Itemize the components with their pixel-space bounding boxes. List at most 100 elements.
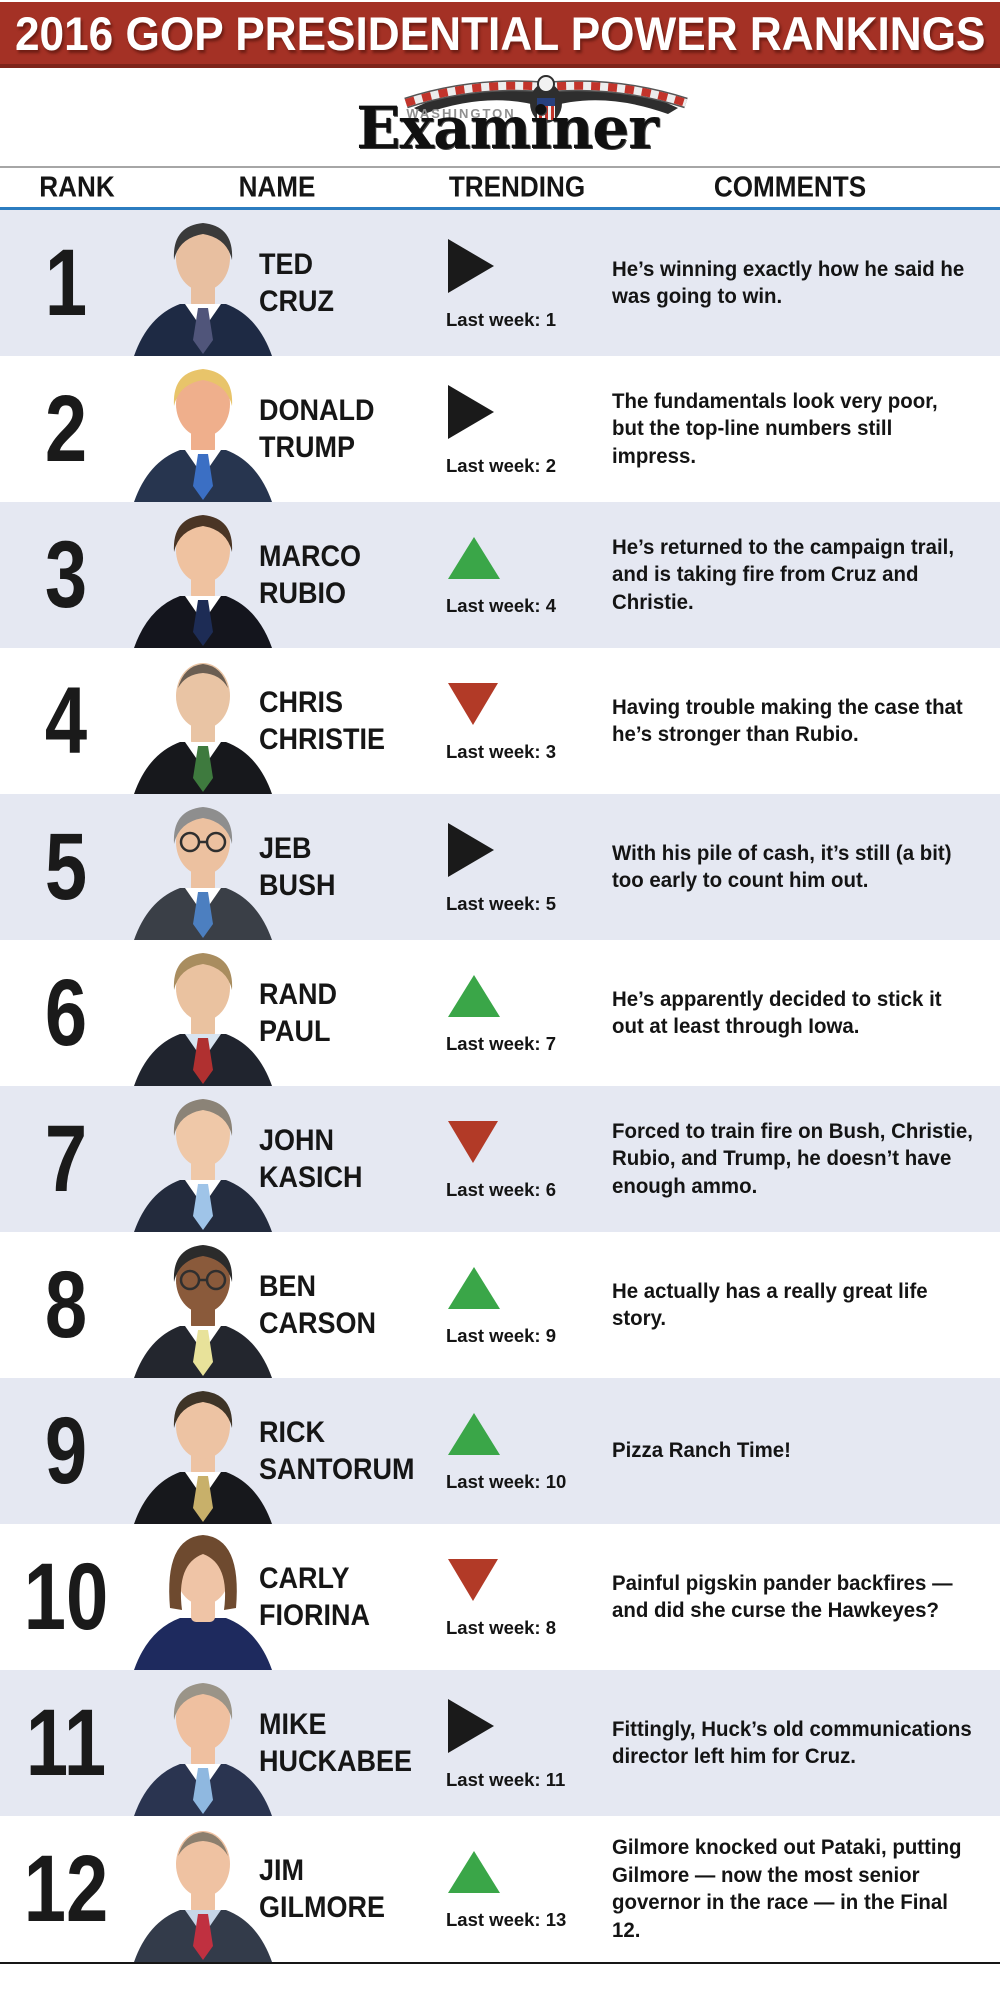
candidate-photo [132,1816,272,1962]
last-week-label: Last week: 4 [446,595,557,616]
rank-label: 12 [23,1835,109,1942]
column-header-name: NAME [238,171,316,203]
trend-up-icon [448,1413,500,1455]
candidate-bust-illustration [134,515,272,648]
comment-text: With his pile of cash, it’s still (a bit… [612,840,952,893]
table-row: 1 TED CRUZ Last week: 1 He’s winning exa… [0,210,1000,356]
masthead-wordmark: Examiner [356,94,658,162]
trend-cell: Last week: 8 [446,1524,612,1670]
comment-text: He’s returned to the campaign trail, and… [612,534,954,614]
last-week-label: Last week: 8 [446,1617,557,1638]
table-row: 4 CHRIS CHRISTIE Last week: 3 Having tro… [0,648,1000,794]
trend-cell: Last week: 9 [446,1232,612,1378]
trend-steady-icon [448,239,494,293]
comment-text: Painful pigskin pander backfires — and d… [612,1570,953,1623]
column-header-trending: TRENDING [448,171,586,203]
bottom-rule [0,1962,1000,1964]
trend-cell: Last week: 4 [446,502,612,648]
last-week-label: Last week: 9 [446,1325,557,1346]
candidate-photo [132,1232,272,1378]
candidate-bust-illustration [134,1535,272,1670]
last-week-label: Last week: 10 [446,1471,567,1492]
candidate-photo [132,502,272,648]
candidate-name: TED CRUZ [259,248,334,318]
trend-steady-icon [448,1699,494,1753]
candidate-name: RICK SANTORUM [259,1416,415,1486]
comment-text: Pizza Ranch Time! [612,1438,791,1463]
comment-text: He’s apparently decided to stick it out … [612,986,942,1039]
masthead-kicker: WASHINGTON [406,106,516,121]
column-header-comments: COMMENTS [713,171,867,203]
trend-down-icon [448,1559,498,1601]
candidate-photo [132,1670,272,1816]
candidate-bust-illustration [134,663,272,794]
comment-text: The fundamentals look very poor, but the… [612,388,938,468]
page-title: 2016 GOP PRESIDENTIAL POWER RANKINGS [14,6,986,60]
rank-label: 3 [44,521,88,628]
table-row: 2 DONALD TRUMP Last week: 2 The fundamen… [0,356,1000,502]
trend-down-icon [448,683,498,725]
rank-label: 4 [44,667,88,774]
candidate-bust-illustration [134,807,272,940]
candidate-bust-illustration [134,953,272,1086]
trend-up-icon [448,975,500,1017]
table-row: 3 MARCO RUBIO Last week: 4 He’s returned… [0,502,1000,648]
table-row: 10 CARLY FIORINA Last week: 8 Painful pi… [0,1524,1000,1670]
candidate-name: MARCO RUBIO [259,540,361,610]
table-row: 5 JEB BUSH Last week: 5 With his pile of… [0,794,1000,940]
rank-label: 9 [44,1397,88,1504]
candidate-photo [132,1378,272,1524]
rank-label: 2 [44,375,88,482]
last-week-label: Last week: 1 [446,309,557,330]
candidate-bust-illustration [134,223,272,356]
trend-down-icon [448,1121,498,1163]
last-week-label: Last week: 6 [446,1179,557,1200]
last-week-label: Last week: 3 [446,741,557,762]
rank-label: 7 [44,1105,88,1212]
candidate-name: CHRIS CHRISTIE [259,686,386,756]
table-row: 9 RICK SANTORUM Last week: 10 Pizza Ranc… [0,1378,1000,1524]
candidate-photo [132,356,272,502]
candidate-name: JIM GILMORE [259,1854,385,1924]
last-week-label: Last week: 7 [446,1033,557,1054]
eagle-icon [404,75,688,123]
candidate-photo [132,1524,272,1670]
trend-up-icon [448,1851,500,1893]
candidate-photo [132,210,272,356]
candidate-name: JOHN KASICH [259,1124,363,1194]
column-headers: RANK NAME TRENDING COMMENTS [0,166,1000,207]
table-row: 11 MIKE HUCKABEE Last week: 11 Fittingly… [0,1670,1000,1816]
trend-up-icon [448,1267,500,1309]
masthead: WASHINGTON Examiner [0,68,1000,166]
comment-text: Having trouble making the case that he’s… [612,694,963,747]
rankings-table: 1 TED CRUZ Last week: 1 He’s winning exa… [0,207,1000,1962]
comment-text: Gilmore knocked out Pataki, putting Gilm… [612,1835,962,1942]
candidate-photo [132,1086,272,1232]
trend-cell: Last week: 6 [446,1086,612,1232]
rank-label: 6 [44,959,88,1066]
candidate-bust-illustration [134,1831,272,1962]
candidate-bust-illustration [134,1099,272,1232]
comment-text: He actually has a really great life stor… [612,1278,928,1331]
trend-cell: Last week: 11 [446,1670,612,1816]
rank-label: 8 [44,1251,88,1358]
table-row: 8 BEN CARSON Last week: 9 He actually ha… [0,1232,1000,1378]
candidate-bust-illustration [134,1245,272,1378]
last-week-label: Last week: 5 [446,893,557,914]
trend-cell: Last week: 3 [446,648,612,794]
candidate-name: DONALD TRUMP [259,394,375,464]
candidate-photo [132,940,272,1086]
table-row: 12 JIM GILMORE Last week: 13 Gilmore kno… [0,1816,1000,1962]
banner: 2016 GOP PRESIDENTIAL POWER RANKINGS [0,2,1000,68]
candidate-bust-illustration [134,1391,272,1524]
trend-cell: Last week: 10 [446,1378,612,1524]
comment-text: Forced to train fire on Bush, Christie, … [612,1118,973,1198]
trend-cell: Last week: 7 [446,940,612,1086]
rank-label: 11 [25,1689,107,1796]
trend-steady-icon [448,385,494,439]
trend-steady-icon [448,823,494,877]
table-row: 6 RAND PAUL Last week: 7 He’s apparently… [0,940,1000,1086]
rank-label: 10 [23,1543,109,1650]
last-week-label: Last week: 11 [446,1769,566,1790]
